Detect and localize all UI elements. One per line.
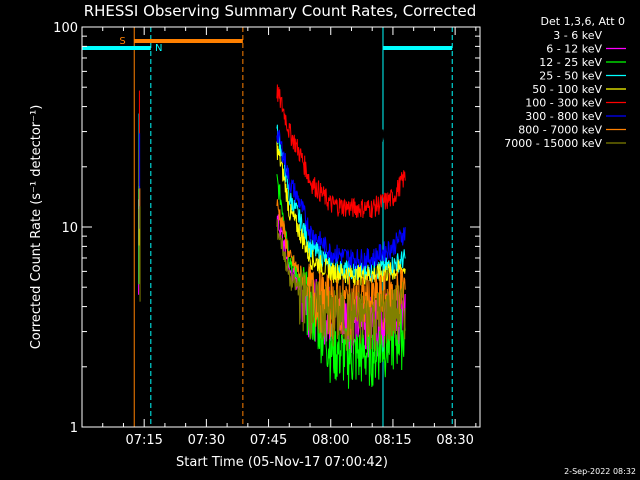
y-axis-label: Corrected Count Rate (s⁻¹ detector⁻¹)	[29, 105, 44, 350]
y-tick-label-2: 100	[53, 21, 78, 36]
series-line-6	[276, 129, 406, 271]
x-tick-label-2: 07:45	[250, 433, 287, 448]
legend-label-6: 300 - 800 keV	[525, 110, 602, 123]
x-tick-label-1: 07:30	[188, 433, 225, 448]
legend-title: Det 1,3,6, Att 0	[541, 15, 625, 28]
legend-label-2: 12 - 25 keV	[539, 56, 602, 69]
y-tick-label-0: 1	[70, 421, 78, 436]
plot-frame: 07:15 07:30 07:45 08:00 08:15 08:30 1 10 100	[53, 21, 481, 448]
footer-timestamp: 2-Sep-2022 08:32	[564, 467, 636, 476]
legend-label-5: 100 - 300 keV	[525, 97, 602, 110]
plot-marks: SN	[82, 27, 453, 427]
legend-label-3: 25 - 50 keV	[539, 70, 602, 83]
x-tick-label-5: 08:30	[436, 433, 473, 448]
saa-label: S	[119, 36, 125, 47]
x-tick-label-4: 08:15	[374, 433, 411, 448]
series-line-0	[276, 126, 406, 150]
legend-label-8: 7000 - 15000 keV	[504, 137, 602, 150]
night-label: N	[155, 43, 162, 54]
x-tick-label-3: 08:00	[312, 433, 349, 448]
x-tick-label-0: 07:15	[125, 433, 162, 448]
series-line-7	[276, 199, 406, 340]
legend-label-7: 800 - 7000 keV	[518, 124, 602, 137]
series-line-8	[276, 219, 406, 351]
x-axis-label: Start Time (05-Nov-17 07:00:42)	[176, 455, 388, 470]
legend-label-4: 50 - 100 keV	[532, 83, 602, 96]
y-tick-label-1: 10	[61, 221, 78, 236]
series-line-5	[276, 84, 406, 219]
chart-title: RHESSI Observing Summary Count Rates, Co…	[84, 2, 477, 20]
series-line-4	[276, 141, 406, 287]
legend-label-0: 3 - 6 keV	[553, 29, 602, 42]
legend-label-1: 6 - 12 keV	[546, 43, 602, 56]
